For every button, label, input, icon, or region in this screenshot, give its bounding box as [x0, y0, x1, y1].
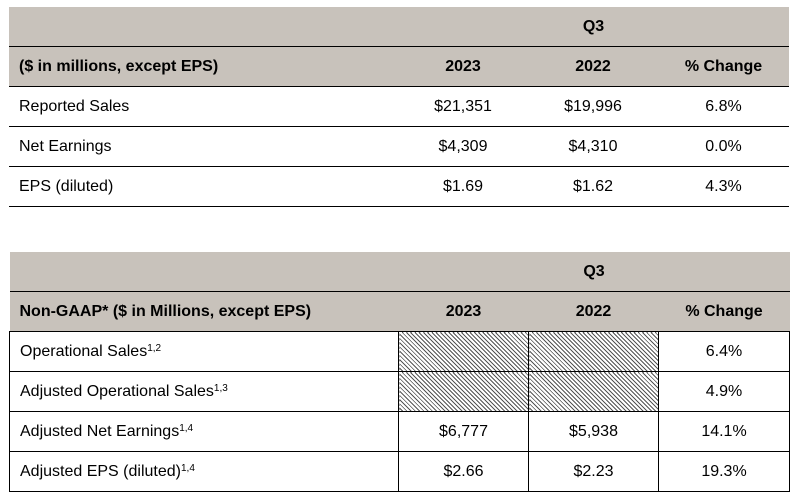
footnote-ref: 1,4: [179, 422, 194, 434]
row-label-text: Adjusted Net Earnings: [20, 422, 180, 440]
row-label-text: Adjusted Operational Sales: [20, 382, 214, 400]
table-row: Adjusted Net Earnings1,4 $6,777 $5,938 1…: [9, 411, 791, 452]
row-label: Reported Sales: [9, 86, 398, 127]
col-header-2022: 2022: [528, 46, 658, 87]
reported-results-table: Q3 ($ in millions, except EPS) 2023 2022…: [9, 7, 790, 207]
value-change: 6.8%: [658, 86, 790, 127]
hatched-cell-2022: [528, 331, 659, 372]
value-2023: $4,309: [398, 126, 528, 167]
table-row: Net Earnings $4,309 $4,310 0.0%: [9, 126, 790, 167]
period-header-row: Q3: [9, 7, 790, 47]
value-2023: $1.69: [398, 166, 528, 207]
value-2022: $19,996: [528, 86, 658, 127]
table-row: Adjusted Operational Sales1,3 4.9%: [9, 371, 791, 412]
table-title: ($ in millions, except EPS): [9, 46, 398, 87]
table-title: Non-GAAP* ($ in Millions, except EPS): [9, 291, 399, 332]
row-label-text: Operational Sales: [20, 342, 148, 360]
period-header-row: Q3: [9, 252, 790, 292]
column-header-row: ($ in millions, except EPS) 2023 2022 % …: [9, 46, 790, 87]
value-2022: $2.23: [528, 451, 659, 492]
value-change: 14.1%: [657, 411, 791, 452]
hatched-cell-2022: [528, 371, 659, 412]
row-label: EPS (diluted): [9, 166, 398, 207]
row-label: Adjusted Operational Sales1,3: [9, 371, 399, 412]
row-label-text: Adjusted EPS (diluted): [20, 462, 181, 480]
table-row: Adjusted EPS (diluted)1,4 $2.66 $2.23 19…: [9, 451, 791, 492]
period-spacer: [9, 7, 398, 47]
table-row: Operational Sales1,2 6.4%: [9, 331, 791, 372]
footnote-ref: 1,3: [213, 382, 228, 394]
value-change: 19.3%: [657, 451, 791, 492]
value-change: 4.3%: [658, 166, 790, 207]
non-gaap-results-table: Q3 Non-GAAP* ($ in Millions, except EPS)…: [9, 252, 791, 492]
value-change: 6.4%: [657, 331, 791, 372]
row-label: Adjusted Net Earnings1,4: [9, 411, 399, 452]
value-2023: $6,777: [398, 411, 529, 452]
column-header-row: Non-GAAP* ($ in Millions, except EPS) 20…: [9, 291, 790, 332]
col-header-2023: 2023: [398, 291, 529, 332]
period-label: Q3: [398, 252, 790, 292]
table-row: EPS (diluted) $1.69 $1.62 4.3%: [9, 166, 790, 207]
value-2022: $1.62: [528, 166, 658, 207]
hatched-cell-2023: [398, 331, 529, 372]
col-header-change: % Change: [658, 46, 790, 87]
col-header-change: % Change: [658, 291, 790, 332]
row-label: Operational Sales1,2: [9, 331, 399, 372]
value-2022: $5,938: [528, 411, 659, 452]
table-row: Reported Sales $21,351 $19,996 6.8%: [9, 86, 790, 127]
value-change: 4.9%: [657, 371, 791, 412]
footnote-ref: 1,4: [180, 462, 195, 474]
footnote-ref: 1,2: [147, 342, 162, 354]
row-label: Adjusted EPS (diluted)1,4: [9, 451, 399, 492]
value-change: 0.0%: [658, 126, 790, 167]
period-spacer: [9, 252, 399, 292]
value-2023: $2.66: [398, 451, 529, 492]
col-header-2023: 2023: [398, 46, 528, 87]
col-header-2022: 2022: [528, 291, 659, 332]
value-2022: $4,310: [528, 126, 658, 167]
hatched-cell-2023: [398, 371, 529, 412]
period-label: Q3: [398, 7, 790, 47]
value-2023: $21,351: [398, 86, 528, 127]
row-label: Net Earnings: [9, 126, 398, 167]
